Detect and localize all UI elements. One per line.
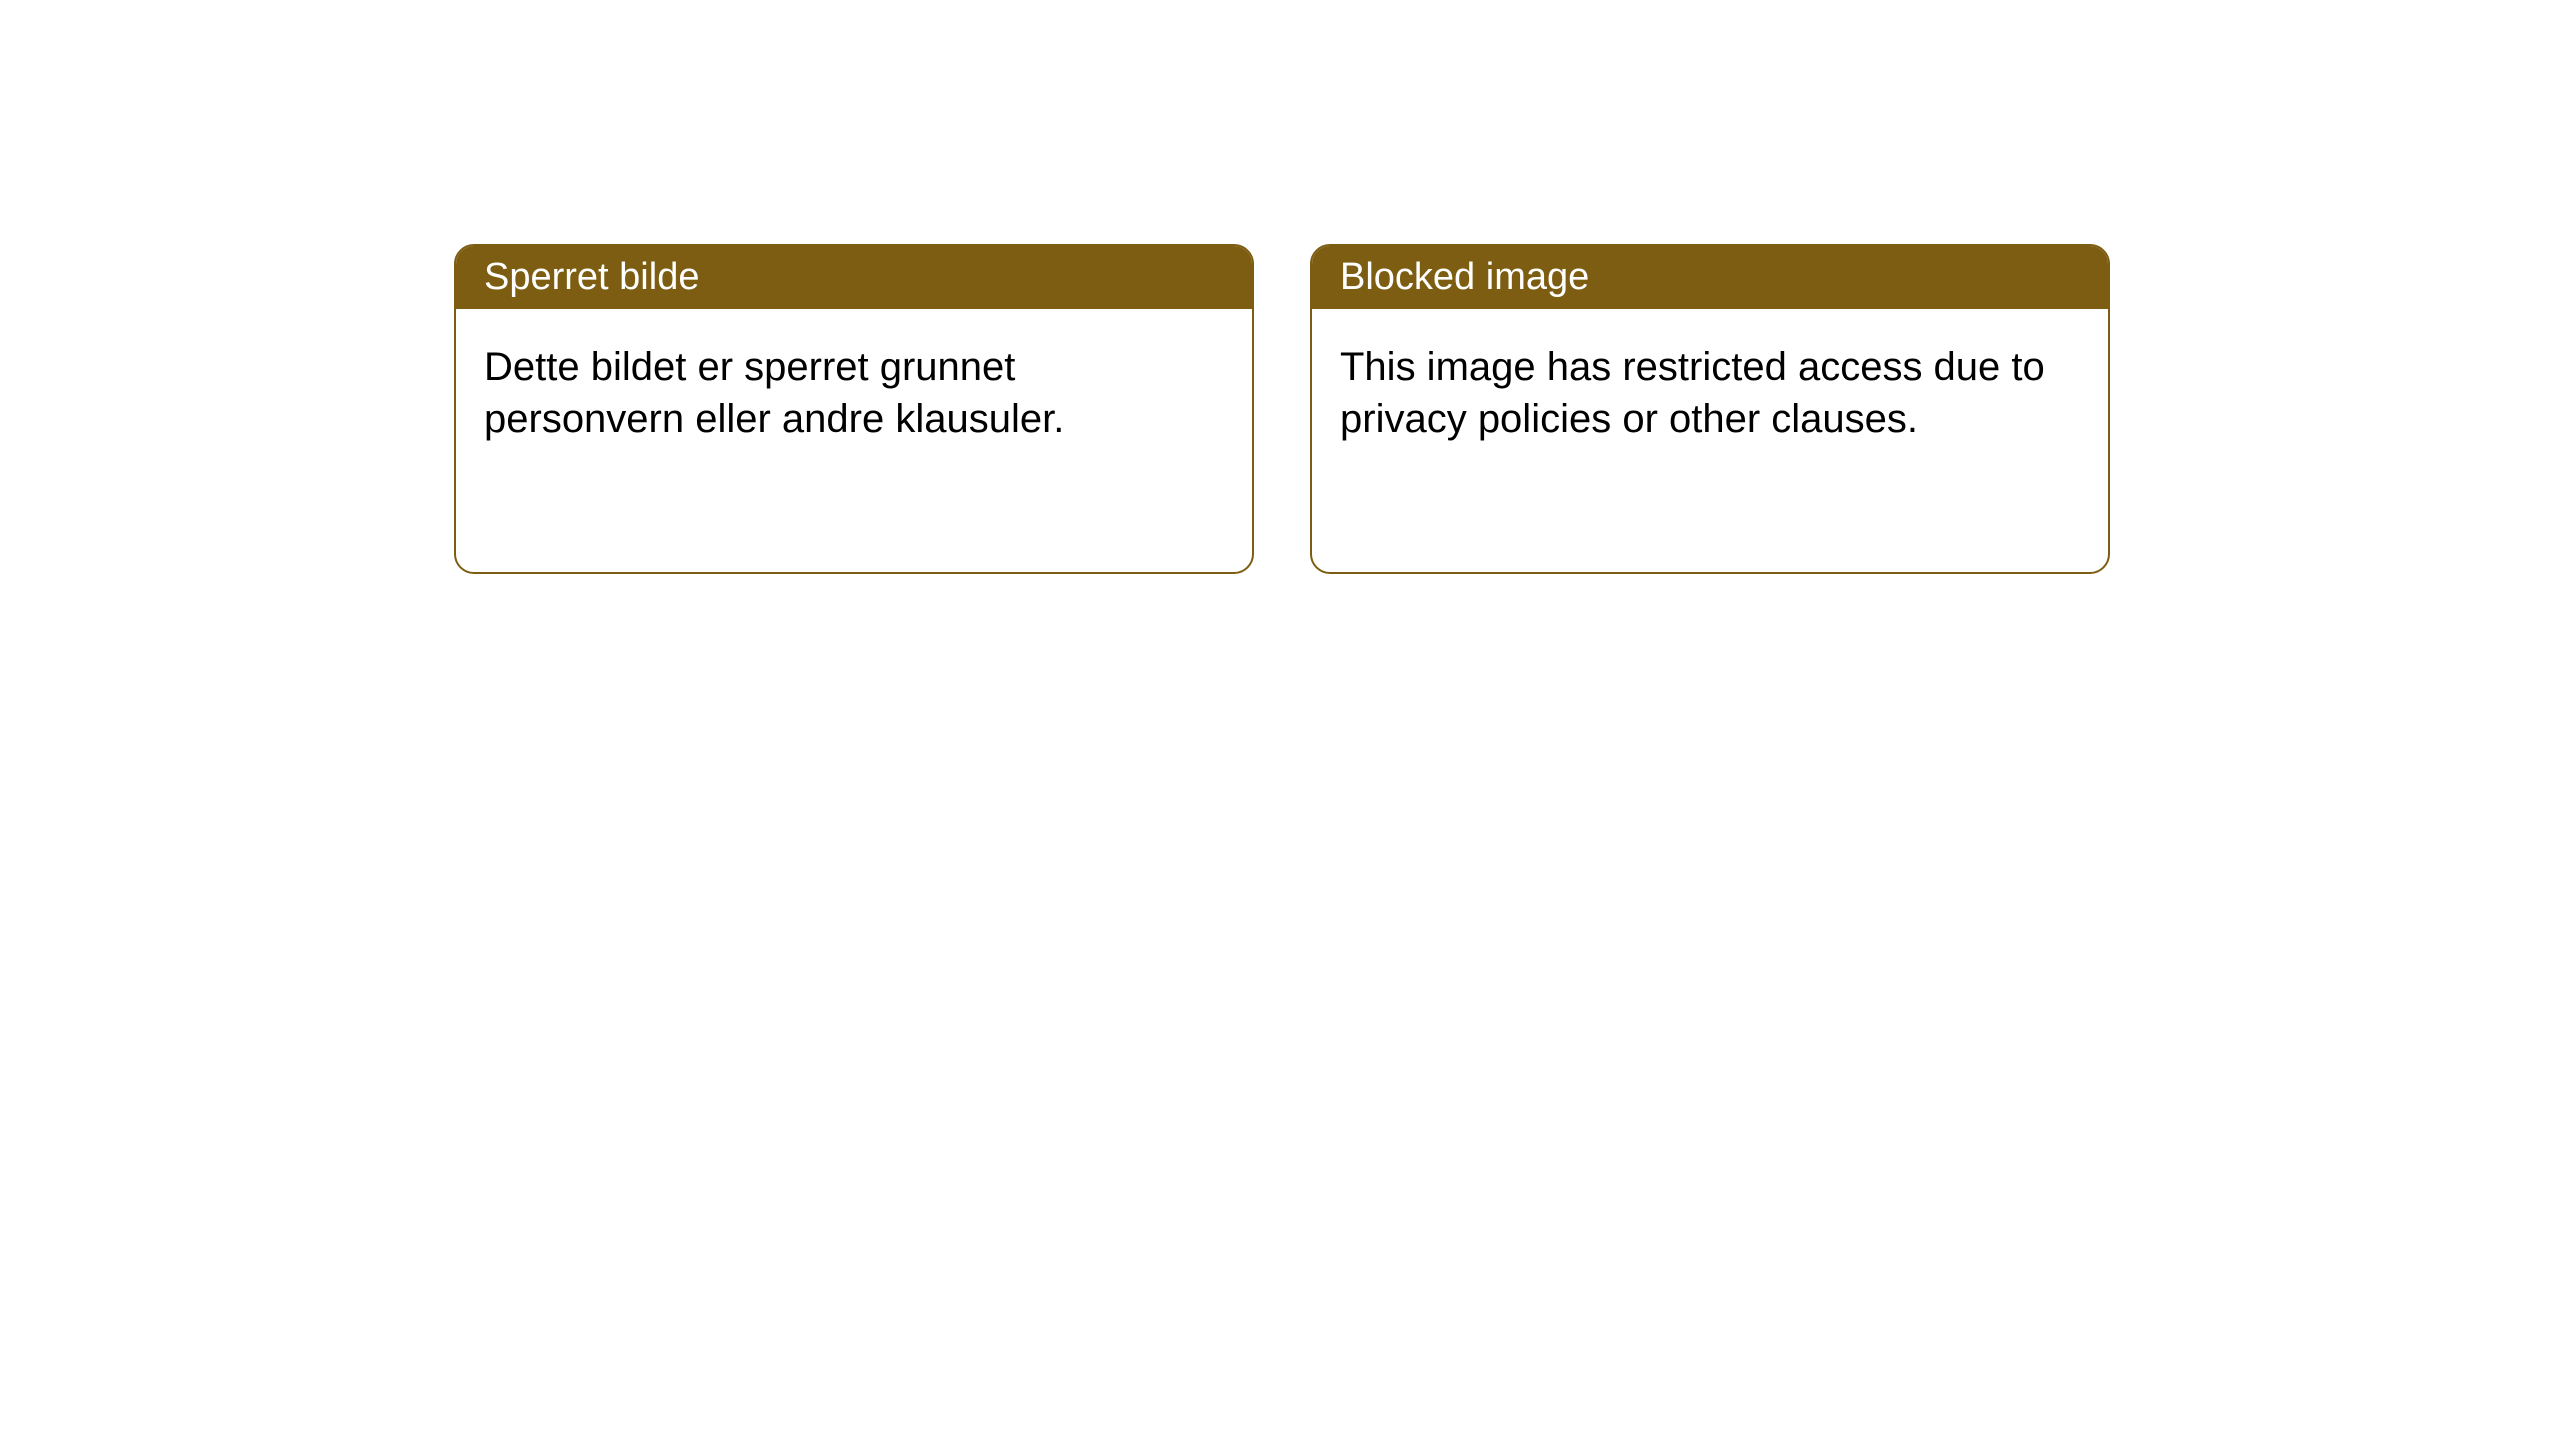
notice-body: Dette bildet er sperret grunnet personve… bbox=[456, 309, 1252, 477]
notice-body: This image has restricted access due to … bbox=[1312, 309, 2108, 477]
notice-title: Sperret bilde bbox=[484, 256, 699, 298]
notice-card-english: Blocked image This image has restricted … bbox=[1310, 244, 2110, 574]
notice-header: Blocked image bbox=[1312, 246, 2108, 309]
notice-title: Blocked image bbox=[1340, 256, 1589, 298]
notice-card-norwegian: Sperret bilde Dette bildet er sperret gr… bbox=[454, 244, 1254, 574]
notice-container: Sperret bilde Dette bildet er sperret gr… bbox=[0, 0, 2560, 574]
notice-body-text: Dette bildet er sperret grunnet personve… bbox=[484, 345, 1064, 441]
notice-header: Sperret bilde bbox=[456, 246, 1252, 309]
notice-body-text: This image has restricted access due to … bbox=[1340, 345, 2045, 441]
